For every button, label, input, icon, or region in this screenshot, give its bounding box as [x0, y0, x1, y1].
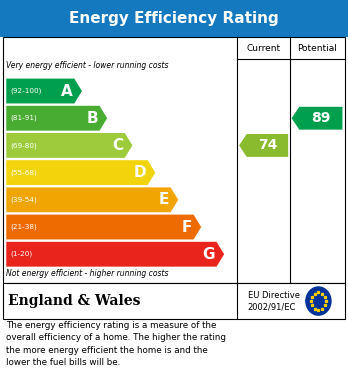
Text: E: E — [158, 192, 169, 207]
Text: (39-54): (39-54) — [10, 197, 37, 203]
Text: B: B — [86, 111, 98, 126]
Text: England & Wales: England & Wales — [8, 294, 141, 308]
Text: 74: 74 — [258, 138, 277, 152]
Polygon shape — [6, 106, 107, 131]
Bar — [0, 0, 348, 37]
Text: The energy efficiency rating is a measure of the
overall efficiency of a home. T: The energy efficiency rating is a measur… — [6, 321, 226, 367]
Text: EU Directive
2002/91/EC: EU Directive 2002/91/EC — [248, 291, 300, 312]
Text: (69-80): (69-80) — [10, 142, 37, 149]
Text: G: G — [202, 247, 215, 262]
Polygon shape — [6, 160, 155, 185]
Text: Current: Current — [246, 43, 281, 53]
Polygon shape — [6, 79, 82, 104]
Text: (1-20): (1-20) — [10, 251, 33, 258]
Text: D: D — [133, 165, 146, 180]
Polygon shape — [6, 215, 201, 239]
Text: (55-68): (55-68) — [10, 169, 37, 176]
Polygon shape — [6, 187, 178, 212]
Polygon shape — [6, 242, 224, 267]
Polygon shape — [239, 134, 288, 157]
Bar — [3, 283, 345, 319]
Text: (92-100): (92-100) — [10, 88, 42, 94]
Polygon shape — [292, 107, 342, 130]
Bar — [3, 37, 345, 283]
Text: (81-91): (81-91) — [10, 115, 37, 122]
Text: F: F — [181, 219, 192, 235]
Text: C: C — [112, 138, 123, 153]
Text: Not energy efficient - higher running costs: Not energy efficient - higher running co… — [6, 269, 169, 278]
Text: 89: 89 — [311, 111, 331, 125]
Text: A: A — [61, 84, 72, 99]
Circle shape — [306, 287, 331, 315]
Text: Very energy efficient - lower running costs: Very energy efficient - lower running co… — [6, 61, 169, 70]
Polygon shape — [6, 133, 132, 158]
Text: (21-38): (21-38) — [10, 224, 37, 230]
Text: Potential: Potential — [298, 43, 338, 53]
Text: Energy Efficiency Rating: Energy Efficiency Rating — [69, 11, 279, 26]
